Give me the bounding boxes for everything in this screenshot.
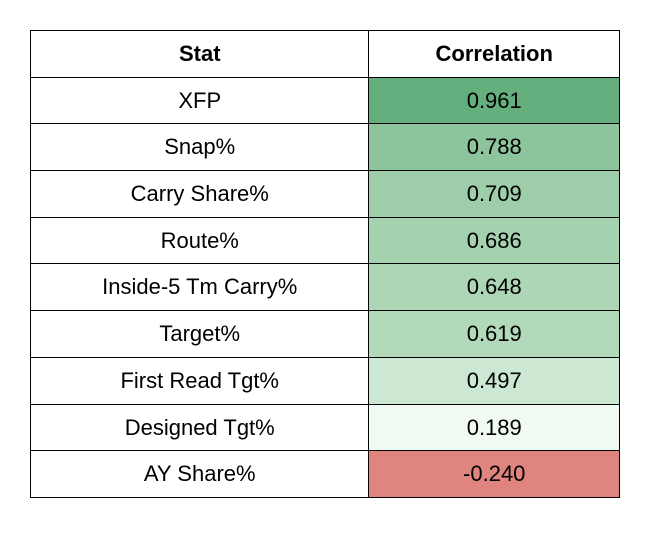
correlation-table: Stat Correlation XFP0.961Snap%0.788Carry… (30, 30, 620, 498)
stat-cell: Route% (31, 217, 369, 264)
stat-cell: Snap% (31, 124, 369, 171)
stat-cell: AY Share% (31, 451, 369, 498)
correlation-cell: 0.619 (369, 311, 620, 358)
correlation-cell: 0.648 (369, 264, 620, 311)
table-row: Route%0.686 (31, 217, 620, 264)
table-row: Inside-5 Tm Carry%0.648 (31, 264, 620, 311)
table-row: Snap%0.788 (31, 124, 620, 171)
col-header-correlation: Correlation (369, 31, 620, 78)
stat-cell: Target% (31, 311, 369, 358)
table-row: Carry Share%0.709 (31, 171, 620, 218)
table-row: First Read Tgt%0.497 (31, 357, 620, 404)
table-body: XFP0.961Snap%0.788Carry Share%0.709Route… (31, 77, 620, 497)
stat-cell: Carry Share% (31, 171, 369, 218)
table-row: Target%0.619 (31, 311, 620, 358)
correlation-cell: -0.240 (369, 451, 620, 498)
correlation-cell: 0.961 (369, 77, 620, 124)
table-row: XFP0.961 (31, 77, 620, 124)
table-header-row: Stat Correlation (31, 31, 620, 78)
table-row: AY Share%-0.240 (31, 451, 620, 498)
table-row: Designed Tgt%0.189 (31, 404, 620, 451)
stat-cell: XFP (31, 77, 369, 124)
correlation-cell: 0.189 (369, 404, 620, 451)
stat-cell: Designed Tgt% (31, 404, 369, 451)
stat-cell: Inside-5 Tm Carry% (31, 264, 369, 311)
col-header-stat: Stat (31, 31, 369, 78)
correlation-cell: 0.686 (369, 217, 620, 264)
correlation-cell: 0.709 (369, 171, 620, 218)
correlation-cell: 0.497 (369, 357, 620, 404)
stat-cell: First Read Tgt% (31, 357, 369, 404)
correlation-cell: 0.788 (369, 124, 620, 171)
